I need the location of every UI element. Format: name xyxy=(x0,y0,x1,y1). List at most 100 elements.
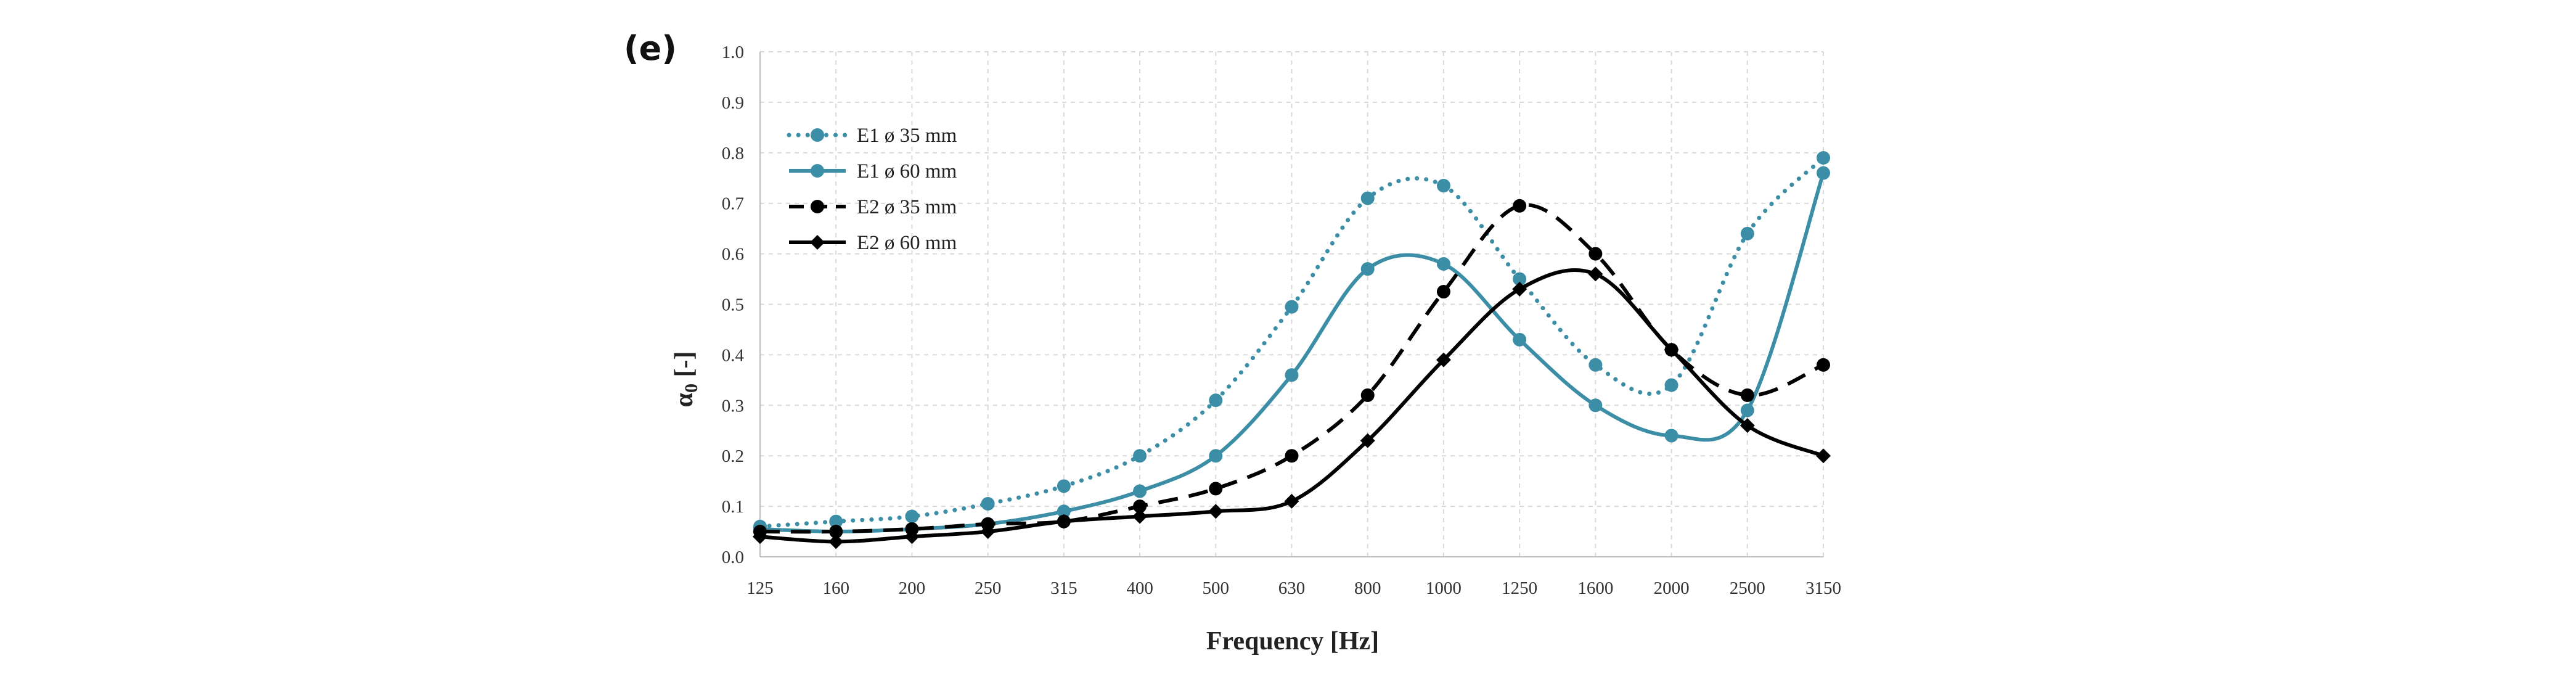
x-tick-label: 1000 xyxy=(1426,578,1462,598)
y-tick-label: 0.1 xyxy=(722,497,744,517)
x-tick-label: 800 xyxy=(1354,578,1381,598)
data-point xyxy=(1436,257,1450,271)
x-tick-label: 2000 xyxy=(1654,578,1690,598)
y-tick-label: 0.6 xyxy=(722,245,744,265)
x-axis-ticks: 125 160 200 250 315 400 500 630 800 1000 1250 1600 2… xyxy=(746,578,1841,598)
data-point xyxy=(905,509,919,524)
data-point xyxy=(1285,300,1299,314)
data-point xyxy=(1056,514,1071,529)
data-point xyxy=(981,497,995,511)
legend-entry: E1 ø 60 mm xyxy=(789,160,957,183)
y-tick-label: 0.0 xyxy=(722,548,744,567)
data-point xyxy=(829,525,843,539)
x-axis-title: Frequency [Hz] xyxy=(1206,627,1379,655)
legend-label: E1 ø 35 mm xyxy=(857,125,957,147)
data-point xyxy=(1360,433,1375,448)
data-point xyxy=(1512,281,1527,297)
series-1 xyxy=(753,150,1830,533)
data-point xyxy=(1664,378,1678,392)
y-tick-label: 0.3 xyxy=(722,396,744,416)
data-point xyxy=(1133,484,1147,498)
y-tick-label: 0.4 xyxy=(722,345,745,365)
y-tick-label: 0.5 xyxy=(722,295,744,315)
y-tick-label: 0.9 xyxy=(722,93,744,113)
data-point xyxy=(1436,352,1451,368)
legend-label: E1 ø 60 mm xyxy=(857,160,957,183)
legend-marker xyxy=(810,235,825,250)
x-tick-label: 400 xyxy=(1126,578,1153,598)
y-tick-label: 1.0 xyxy=(722,43,744,62)
data-point xyxy=(1740,388,1754,402)
data-point xyxy=(1360,388,1375,402)
legend-entry: E1 ø 35 mm xyxy=(787,125,957,147)
y-axis-title: α0 [-] xyxy=(670,351,701,408)
data-point xyxy=(1133,499,1147,514)
data-point xyxy=(1360,262,1375,276)
data-point xyxy=(1817,358,1830,372)
data-point xyxy=(1513,272,1527,286)
data-point xyxy=(1740,418,1755,433)
x-tick-label: 3150 xyxy=(1805,578,1841,598)
data-point xyxy=(1513,332,1527,347)
data-point xyxy=(1740,226,1754,240)
axes xyxy=(759,52,1823,557)
x-tick-label: 315 xyxy=(1050,578,1077,598)
data-point xyxy=(828,534,844,549)
legend: E1 ø 35 mm E1 ø 60 mm E2 ø 35 mm E2 ø 60 mm xyxy=(787,125,957,254)
data-point xyxy=(1057,479,1071,493)
data-point xyxy=(829,514,843,528)
series-line xyxy=(759,268,1825,544)
data-point xyxy=(1664,342,1679,358)
data-point xyxy=(1209,393,1223,408)
data-point xyxy=(980,524,996,540)
data-point xyxy=(1817,150,1830,165)
data-point xyxy=(1513,199,1527,213)
x-tick-label: 160 xyxy=(822,578,849,598)
series-group xyxy=(753,150,1831,549)
data-point xyxy=(1132,509,1148,524)
data-point xyxy=(1285,449,1299,463)
data-point xyxy=(1436,179,1450,193)
legend-label: E2 ø 60 mm xyxy=(857,232,957,254)
y-tick-label: 0.8 xyxy=(722,144,744,163)
x-tick-label: 1600 xyxy=(1577,578,1613,598)
data-point xyxy=(1588,266,1603,282)
x-tick-label: 500 xyxy=(1203,578,1230,598)
data-point xyxy=(904,529,920,544)
series-4 xyxy=(753,266,1831,549)
x-tick-label: 630 xyxy=(1278,578,1306,598)
legend-entry: E2 ø 60 mm xyxy=(789,232,957,254)
data-point xyxy=(905,522,919,536)
series-line xyxy=(758,155,1826,529)
data-point xyxy=(1284,493,1299,509)
data-point xyxy=(1208,504,1224,519)
data-point xyxy=(1057,504,1071,519)
x-tick-label: 1250 xyxy=(1502,578,1537,598)
data-point xyxy=(1589,358,1603,372)
legend-marker xyxy=(811,200,824,213)
data-point xyxy=(1816,448,1831,464)
legend-marker xyxy=(811,164,824,178)
x-tick-label: 250 xyxy=(975,578,1002,598)
legend-label: E2 ø 35 mm xyxy=(857,196,957,218)
y-axis-ticks: 0.0 0.1 0.2 0.3 0.4 0.5 0.6 0.7 0.8 0.9 1.0 xyxy=(722,43,745,567)
legend-marker xyxy=(811,128,824,142)
x-tick-label: 2500 xyxy=(1730,578,1765,598)
data-point xyxy=(1209,449,1223,463)
x-tick-label: 125 xyxy=(746,578,774,598)
panel-label: (e) xyxy=(624,29,677,68)
data-point xyxy=(1360,191,1375,205)
data-point xyxy=(1285,368,1299,382)
y-axis-title-subscript: 0 xyxy=(681,384,701,393)
data-point xyxy=(753,529,767,544)
y-tick-label: 0.7 xyxy=(722,194,744,214)
data-point xyxy=(981,517,995,531)
y-tick-label: 0.2 xyxy=(722,446,744,466)
data-point xyxy=(1589,398,1603,413)
y-axis-title-unit: [-] xyxy=(670,351,698,384)
data-point xyxy=(1133,449,1147,463)
data-point xyxy=(1740,403,1754,417)
data-point xyxy=(1664,429,1678,443)
data-point xyxy=(1817,166,1830,180)
